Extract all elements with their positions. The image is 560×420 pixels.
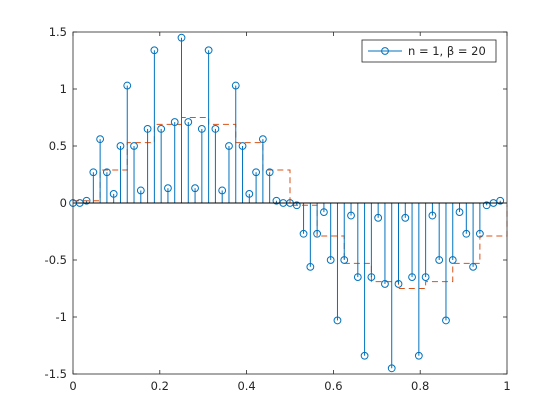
stem-marker [238,142,247,150]
stem-marker [496,196,505,205]
x-tick-label: 0.6 [324,379,342,393]
stem-marker [374,213,383,222]
stem-marker [123,81,132,90]
stem-marker [150,46,159,55]
stem-marker [320,208,328,217]
y-tick-label: 1.5 [49,25,67,39]
stem-marker [381,280,389,288]
stem-marker [177,33,186,42]
stem-marker [103,168,111,177]
stem-marker [82,196,91,205]
stem-marker [435,256,444,264]
stem-marker [130,142,138,150]
stem-marker [116,142,125,150]
stem-marker [197,124,206,133]
legend-label: n = 1, β = 20 [408,44,486,58]
stem-series [69,33,505,373]
y-tick-label: -1.5 [45,367,67,381]
stem-marker [218,186,227,195]
stem-marker [462,229,471,238]
stem-marker [211,124,220,133]
stem-marker [353,273,362,282]
x-tick-label: 0.2 [151,379,169,393]
stem-marker [89,168,98,177]
stem-marker [414,351,423,360]
stem-marker [292,201,301,210]
stem-marker [428,211,437,220]
stem-marker [408,273,416,282]
stem-marker [143,124,152,133]
stem-marker [245,189,254,198]
stem-marker [469,262,477,271]
legend: n = 1, β = 20 [361,39,497,63]
y-tick-label: 0 [60,196,67,210]
stem-marker [136,186,145,195]
stem-marker [265,168,274,177]
stem-marker [96,135,105,144]
stem-marker [347,211,355,220]
stem-marker [109,189,118,198]
stem-marker [313,229,322,238]
stem-marker [442,316,450,325]
legend-marker-sample [381,47,389,55]
stem-marker [157,124,166,133]
stem-marker [306,262,315,271]
stem-marker [448,256,457,264]
stem-marker [421,273,430,282]
stem-marker [455,208,464,217]
legend-box [361,39,497,63]
stem-marker [184,118,193,126]
x-tick-label: 0.4 [237,379,255,393]
stem-marker [333,316,342,325]
stem-marker [191,184,199,193]
y-tick-label: 1 [60,82,67,96]
stem-marker [340,256,349,264]
stem-marker [482,201,491,210]
stem-marker [164,184,172,193]
stem-marker [394,280,403,288]
axes: 0 0.2 0.4 0.6 0.8 1 -1.5 -1 -0.5 0 0.5 1 1.5 [45,25,511,393]
y-tick-label: 0.5 [49,139,67,153]
stem-marker [387,364,396,373]
stem-marker [475,229,484,238]
x-tick-label: 0.8 [411,379,429,393]
stem-marker [367,273,376,282]
stem-marker [204,46,213,55]
x-tick-label: 0 [69,379,76,393]
x-tick-label: 1 [503,379,510,393]
stem-marker [401,213,410,222]
stem-marker [360,351,369,360]
stem-marker [231,81,240,90]
stem-marker [225,142,233,150]
stem-marker [326,256,335,264]
stem-marker [258,135,267,144]
stem-marker [299,229,308,238]
stem-marker [252,168,260,177]
y-tick-label: -1 [56,310,67,324]
stem-marker [170,118,179,126]
stem-marker [272,196,281,205]
y-tick-label: -0.5 [45,253,67,267]
